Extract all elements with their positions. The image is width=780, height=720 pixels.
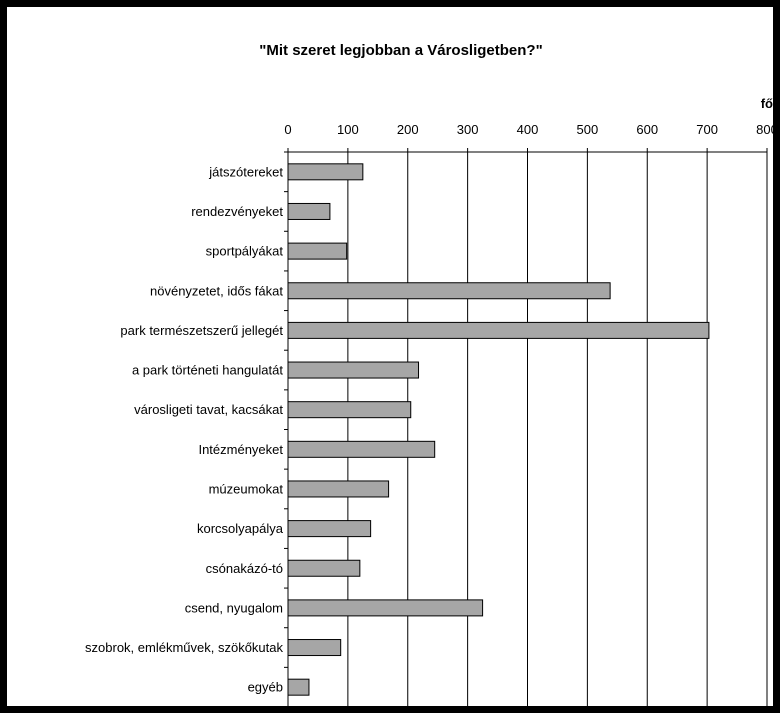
bar: [287, 321, 710, 339]
category-label: múzeumokat: [209, 481, 284, 496]
bar: [287, 559, 361, 577]
chart-title: "Mit szeret legjobban a Városligetben?": [259, 42, 542, 59]
category-label: csónakázó-tó: [206, 561, 283, 576]
x-tick-label: 100: [337, 122, 359, 137]
x-tick-label: 500: [577, 122, 599, 137]
x-tick-label: 400: [517, 122, 539, 137]
bar: [287, 401, 412, 419]
category-label: Intézményeket: [198, 442, 283, 457]
category-label: szobrok, emlékművek, szökőkutak: [85, 640, 283, 655]
x-tick-label: 0: [284, 122, 291, 137]
category-label: park természetszerű jellegét: [120, 323, 283, 338]
category-label: városligeti tavat, kacsákat: [134, 402, 283, 417]
bar: [287, 440, 436, 458]
category-label: korcsolyapálya: [197, 521, 284, 536]
bar-chart: "Mit szeret legjobban a Városligetben?" …: [85, 42, 778, 708]
bar: [287, 202, 331, 220]
bar: [287, 520, 372, 538]
bar: [287, 242, 348, 260]
category-label: növényzetet, idős fákat: [150, 283, 283, 298]
category-label: csend, nyugalom: [185, 600, 283, 615]
bar: [287, 599, 484, 617]
bar: [287, 480, 390, 498]
x-tick-label: 800: [756, 122, 778, 137]
bar: [287, 639, 342, 657]
x-tick-label: 200: [397, 122, 419, 137]
category-label: rendezvényeket: [191, 204, 283, 219]
category-label: játszótereket: [208, 164, 283, 179]
x-tick-label: 300: [457, 122, 479, 137]
x-tick-label: 600: [636, 122, 658, 137]
bar: [287, 361, 420, 379]
bar: [287, 282, 611, 300]
bar: [287, 678, 310, 696]
category-label: egyéb: [248, 680, 283, 695]
category-label: sportpályákat: [206, 244, 284, 259]
category-label: a park történeti hangulatát: [132, 363, 283, 378]
unit-label: fő: [761, 96, 773, 111]
bar: [287, 163, 364, 181]
x-tick-label: 700: [696, 122, 718, 137]
